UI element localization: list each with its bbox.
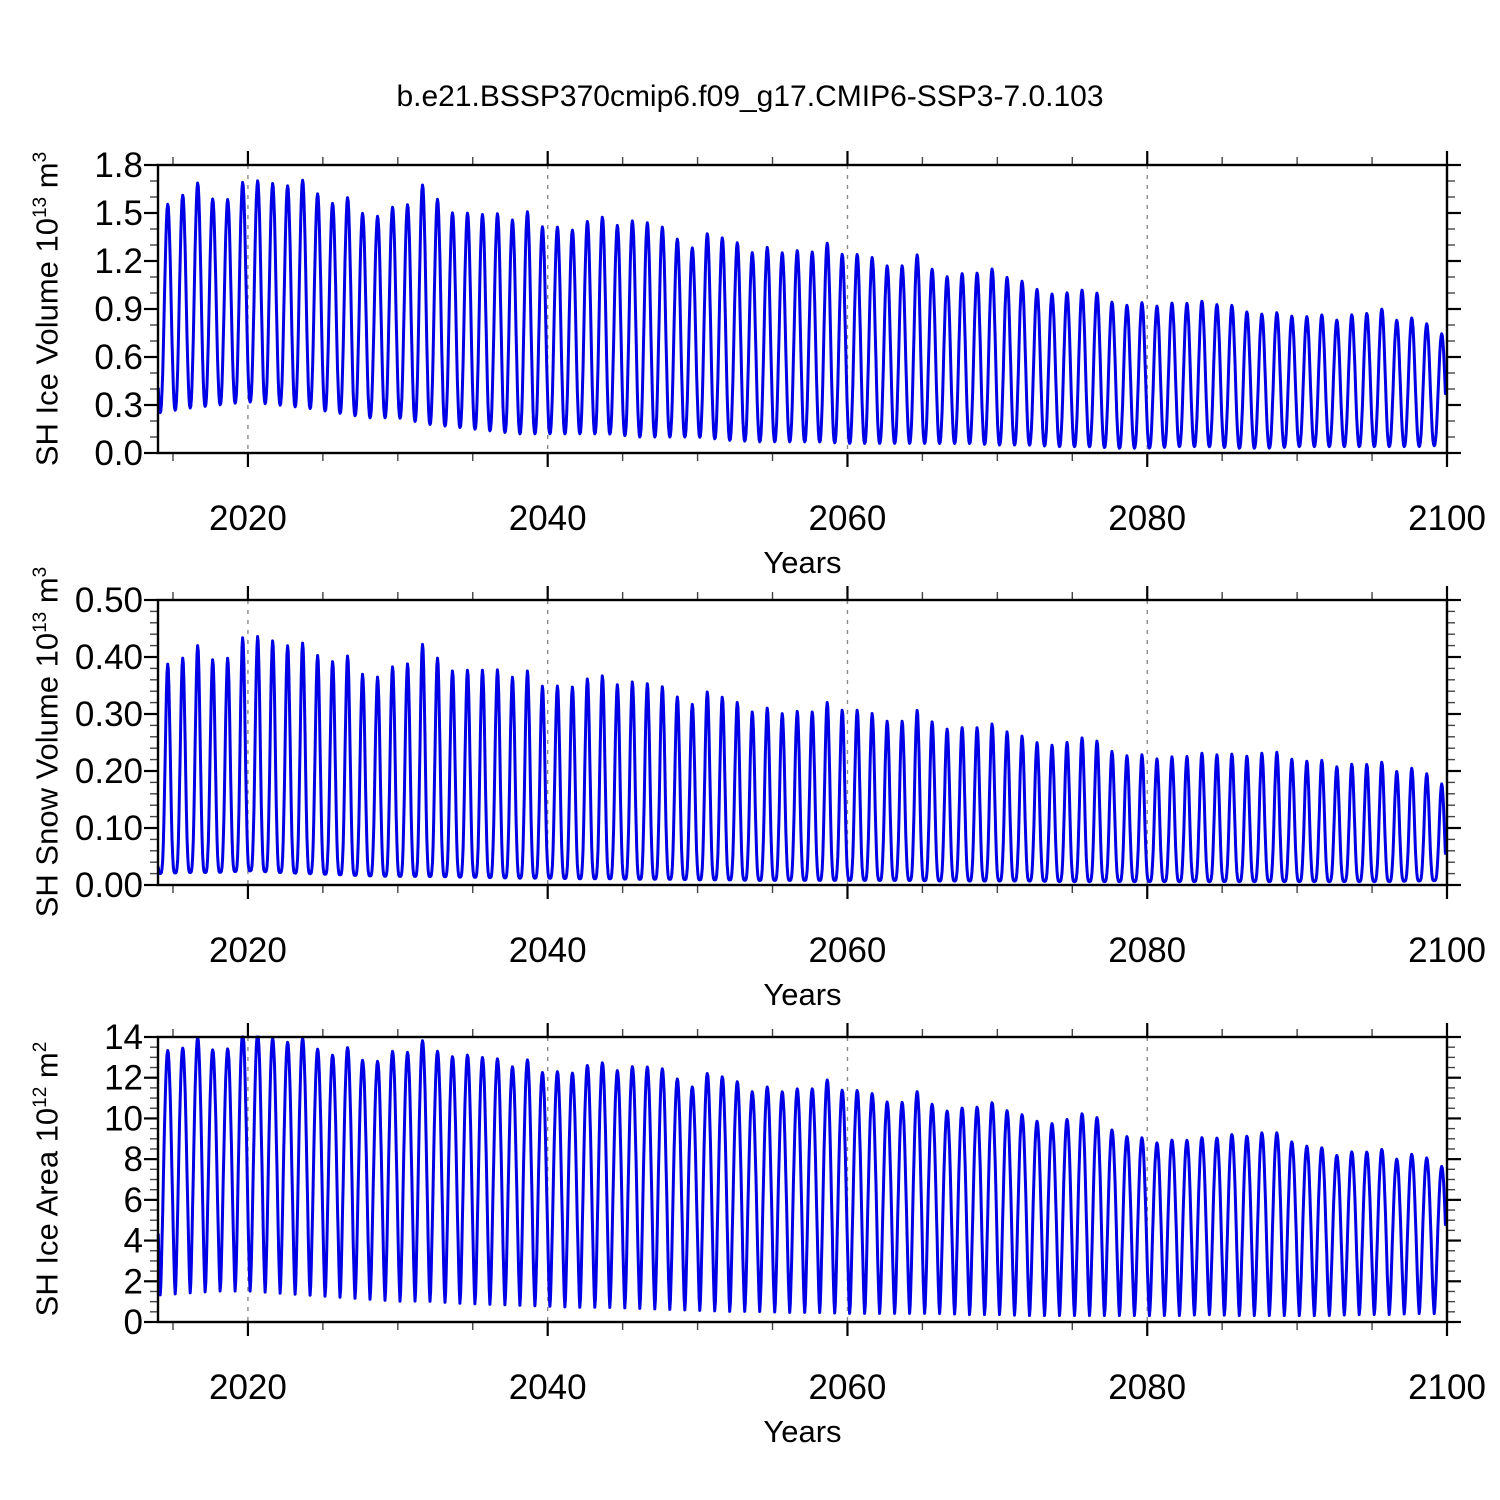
x-tick-label: 2040 (509, 931, 587, 970)
y-tick-label: 8 (124, 1140, 143, 1179)
y-axis-label-text: SH Snow Volume 10 (29, 632, 65, 918)
x-tick-label: 2080 (1108, 931, 1186, 970)
y-axis-label-exponent: 12 (30, 1086, 52, 1108)
plot-frame (156, 598, 1449, 887)
x-tick-label: 2020 (209, 931, 287, 970)
y-tick-label: 0.50 (75, 581, 143, 620)
y-axis-label-text: SH Ice Volume 10 (29, 218, 65, 467)
y-axis-label-unit-exponent: 3 (30, 151, 52, 163)
x-tick-label: 2060 (809, 931, 887, 970)
y-tick-label: 10 (104, 1099, 143, 1138)
x-tick-label: 2060 (809, 499, 887, 538)
x-tick-label: 2060 (809, 1368, 887, 1407)
y-axis-label-exponent: 13 (30, 611, 52, 633)
x-tick-label: 2100 (1408, 931, 1486, 970)
y-tick-label: 1.8 (94, 146, 143, 185)
y-tick-label: 2 (124, 1262, 143, 1301)
y-tick-label: 14 (104, 1018, 143, 1057)
plot-frame (156, 1035, 1449, 1324)
y-tick-label: 1.2 (94, 242, 143, 281)
y-tick-label: 0.30 (75, 695, 143, 734)
y-tick-label: 12 (104, 1059, 143, 1098)
y-tick-label: 0.3 (94, 386, 143, 425)
y-axis-label-text: SH Ice Area 10 (29, 1107, 65, 1317)
x-axis-label-years-1: Years (763, 545, 842, 580)
x-tick-label: 2100 (1408, 499, 1486, 538)
y-axis-label-snow-volume: SH Snow Volume 1013 m3 (29, 566, 65, 918)
y-axis-label-unit: m (29, 162, 65, 197)
x-tick-label: 2080 (1108, 1368, 1186, 1407)
y-axis-label-ice-volume: SH Ice Volume 1013 m3 (29, 151, 65, 467)
x-tick-label: 2080 (1108, 499, 1186, 538)
series-line-sh-ice-area (156, 1035, 1447, 1318)
y-axis-label-unit-exponent: 3 (30, 566, 52, 578)
y-axis-label-unit-exponent: 2 (30, 1041, 52, 1053)
x-tick-label: 2040 (509, 499, 587, 538)
y-tick-label: 0.10 (75, 809, 143, 848)
y-axis-label-unit: m (29, 577, 65, 612)
y-tick-label: 0 (124, 1303, 143, 1342)
y-tick-label: 0.0 (94, 434, 143, 473)
x-tick-label: 2020 (209, 499, 287, 538)
x-axis-label-years-3: Years (763, 1414, 842, 1449)
x-tick-label: 2040 (509, 1368, 587, 1407)
series-line-sh-ice-volume (156, 178, 1447, 450)
x-axis-label-years-2: Years (763, 977, 842, 1012)
y-tick-label: 4 (124, 1222, 143, 1261)
y-axis-label-exponent: 13 (30, 196, 52, 219)
y-tick-label: 0.20 (75, 752, 143, 791)
y-tick-label: 0.9 (94, 290, 143, 329)
y-tick-label: 0.6 (94, 338, 143, 377)
y-tick-label: 1.5 (94, 194, 143, 233)
y-tick-label: 6 (124, 1181, 143, 1220)
series-line-sh-snow-volume (156, 635, 1447, 884)
y-axis-label-unit: m (29, 1052, 65, 1087)
x-tick-label: 2020 (209, 1368, 287, 1407)
y-tick-label: 0.40 (75, 638, 143, 677)
x-tick-label: 2100 (1408, 1368, 1486, 1407)
y-tick-label: 0.00 (75, 866, 143, 905)
plot-frame (156, 163, 1449, 455)
y-axis-label-ice-area: SH Ice Area 1012 m2 (29, 1041, 65, 1317)
figure-title: b.e21.BSSP370cmip6.f09_g17.CMIP6-SSP3-7.… (396, 80, 1104, 113)
